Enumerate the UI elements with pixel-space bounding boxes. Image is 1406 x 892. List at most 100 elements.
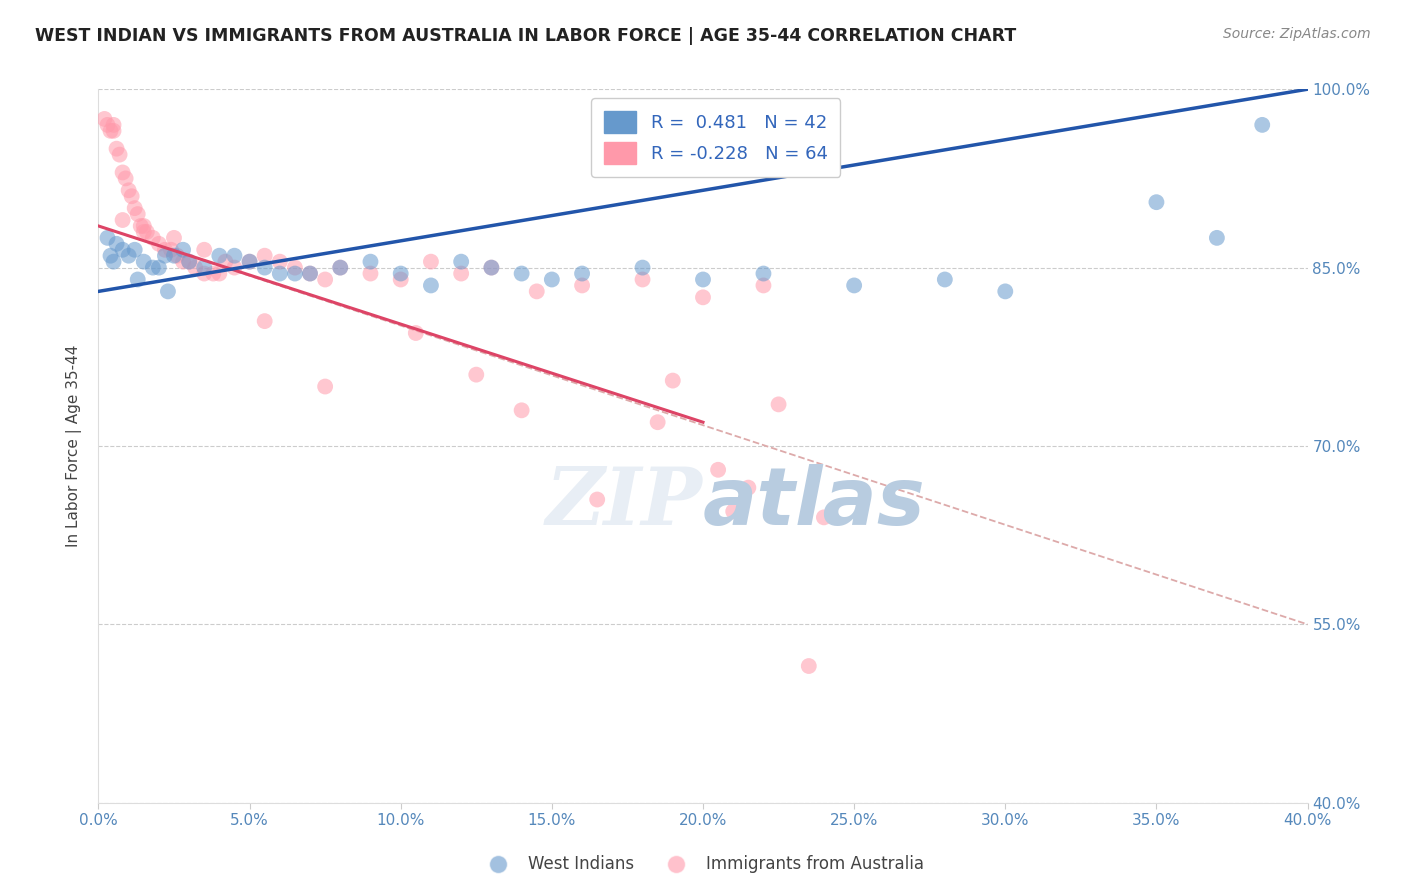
- Point: [253, 314, 276, 328]
- Point: [239, 254, 262, 268]
- Point: [994, 285, 1017, 299]
- Text: Source: ZipAtlas.com: Source: ZipAtlas.com: [1223, 27, 1371, 41]
- Point: [208, 249, 231, 263]
- Point: [135, 225, 157, 239]
- Point: [127, 207, 149, 221]
- Point: [797, 659, 820, 673]
- Point: [202, 267, 225, 281]
- Point: [420, 278, 443, 293]
- Point: [465, 368, 488, 382]
- Point: [156, 285, 179, 299]
- Point: [934, 272, 956, 286]
- Point: [631, 260, 654, 275]
- Point: [111, 165, 134, 179]
- Point: [768, 397, 790, 411]
- Point: [253, 249, 276, 263]
- Point: [153, 243, 176, 257]
- Point: [707, 463, 730, 477]
- Point: [208, 267, 231, 281]
- Point: [193, 243, 215, 257]
- Point: [93, 112, 115, 126]
- Y-axis label: In Labor Force | Age 35-44: In Labor Force | Age 35-44: [66, 345, 83, 547]
- Point: [571, 267, 593, 281]
- Point: [132, 219, 155, 233]
- Point: [193, 260, 215, 275]
- Point: [166, 249, 188, 263]
- Text: ZIP: ZIP: [546, 465, 703, 541]
- Point: [1206, 231, 1229, 245]
- Point: [121, 189, 143, 203]
- Point: [103, 124, 125, 138]
- Point: [132, 254, 155, 268]
- Text: WEST INDIAN VS IMMIGRANTS FROM AUSTRALIA IN LABOR FORCE | AGE 35-44 CORRELATION : WEST INDIAN VS IMMIGRANTS FROM AUSTRALIA…: [35, 27, 1017, 45]
- Point: [586, 492, 609, 507]
- Point: [299, 267, 322, 281]
- Point: [111, 243, 134, 257]
- Point: [124, 201, 146, 215]
- Point: [153, 249, 176, 263]
- Point: [172, 254, 194, 268]
- Point: [314, 379, 336, 393]
- Point: [844, 278, 866, 293]
- Point: [631, 272, 654, 286]
- Point: [224, 260, 246, 275]
- Point: [142, 231, 165, 245]
- Point: [1251, 118, 1274, 132]
- Point: [105, 142, 128, 156]
- Point: [389, 272, 412, 286]
- Point: [723, 504, 745, 518]
- Point: [103, 118, 125, 132]
- Point: [132, 225, 155, 239]
- Point: [179, 254, 201, 268]
- Point: [129, 219, 152, 233]
- Point: [108, 147, 131, 161]
- Point: [329, 260, 352, 275]
- Point: [360, 267, 382, 281]
- Point: [124, 243, 146, 257]
- Point: [193, 267, 215, 281]
- Point: [314, 272, 336, 286]
- Point: [692, 272, 714, 286]
- Text: atlas: atlas: [703, 464, 925, 542]
- Point: [100, 249, 122, 263]
- Point: [1146, 195, 1168, 210]
- Point: [142, 260, 165, 275]
- Point: [284, 267, 307, 281]
- Point: [100, 124, 122, 138]
- Point: [96, 118, 118, 132]
- Point: [172, 243, 194, 257]
- Point: [481, 260, 503, 275]
- Point: [179, 254, 201, 268]
- Point: [184, 260, 207, 275]
- Point: [389, 267, 412, 281]
- Point: [239, 254, 262, 268]
- Point: [541, 272, 564, 286]
- Point: [662, 374, 685, 388]
- Point: [510, 403, 533, 417]
- Point: [405, 326, 427, 340]
- Point: [813, 510, 835, 524]
- Point: [214, 254, 236, 268]
- Point: [148, 260, 170, 275]
- Point: [111, 213, 134, 227]
- Point: [284, 260, 307, 275]
- Point: [160, 243, 183, 257]
- Point: [253, 260, 276, 275]
- Point: [269, 254, 291, 268]
- Point: [752, 278, 775, 293]
- Point: [114, 171, 136, 186]
- Point: [360, 254, 382, 268]
- Point: [481, 260, 503, 275]
- Point: [118, 249, 141, 263]
- Point: [105, 236, 128, 251]
- Point: [526, 285, 548, 299]
- Point: [127, 272, 149, 286]
- Point: [450, 267, 472, 281]
- Point: [329, 260, 352, 275]
- Point: [269, 267, 291, 281]
- Point: [737, 481, 759, 495]
- Legend: West Indians, Immigrants from Australia: West Indians, Immigrants from Australia: [475, 849, 931, 880]
- Point: [510, 267, 533, 281]
- Point: [163, 231, 186, 245]
- Point: [118, 183, 141, 197]
